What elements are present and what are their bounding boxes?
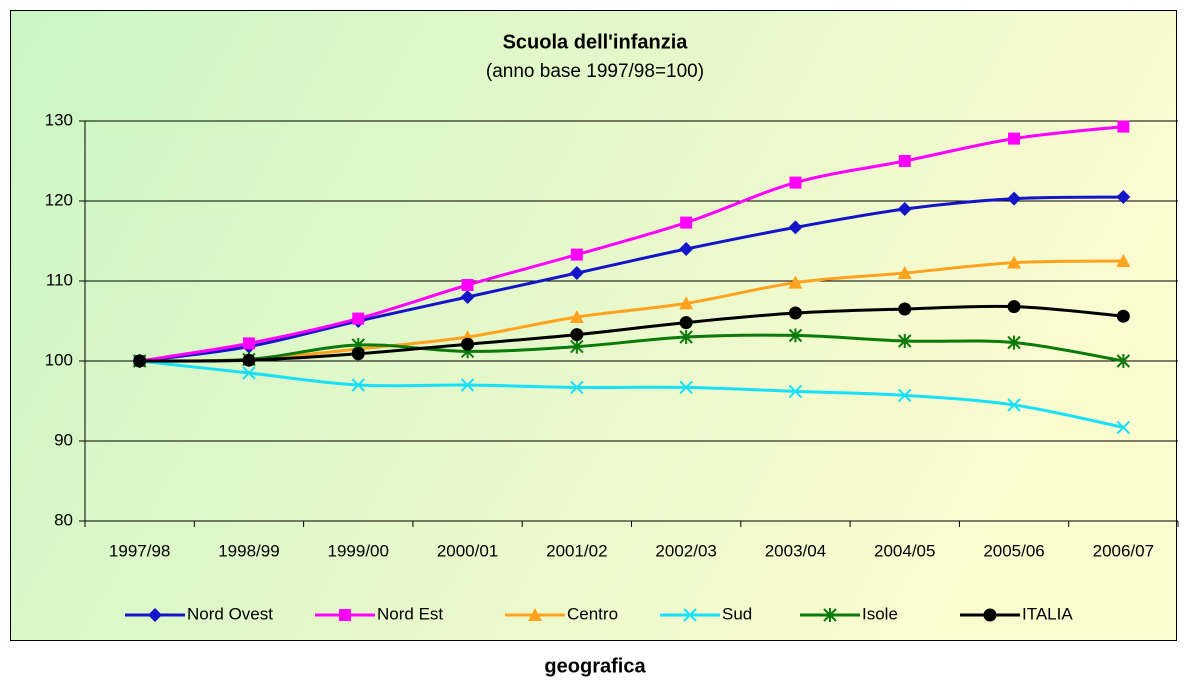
x-tick-label: 1997/98: [109, 541, 170, 560]
marker: [460, 378, 475, 392]
marker: [1116, 309, 1130, 323]
marker: [788, 328, 803, 343]
marker: [823, 608, 837, 622]
marker: [789, 176, 802, 189]
marker: [897, 266, 912, 279]
marker: [1007, 335, 1021, 350]
legend-label: Nord Est: [377, 604, 443, 623]
marker: [788, 384, 803, 399]
marker: [788, 275, 803, 289]
marker: [1117, 120, 1130, 133]
marker: [351, 378, 365, 392]
marker: [1007, 255, 1022, 269]
marker: [1007, 398, 1021, 412]
marker: [679, 380, 693, 395]
x-tick-label: 2006/07: [1093, 541, 1154, 560]
y-tick-label: 110: [46, 270, 73, 289]
marker: [898, 155, 911, 167]
marker: [679, 316, 693, 330]
marker: [898, 334, 912, 348]
x-tick-label: 2001/02: [546, 541, 607, 560]
marker: [679, 330, 693, 344]
legend-label: Centro: [567, 604, 618, 623]
x-tick-label: 2005/06: [983, 541, 1044, 560]
marker: [352, 312, 365, 325]
series-line: [139, 259, 1124, 363]
marker: [569, 310, 584, 323]
marker: [680, 216, 693, 229]
series-line: [139, 304, 1124, 363]
y-tick-label: 120: [45, 190, 73, 209]
marker: [569, 266, 584, 280]
marker: [570, 380, 584, 395]
marker: [148, 608, 162, 622]
y-tick-label: 90: [54, 430, 73, 449]
legend-label: Isole: [862, 604, 898, 623]
marker: [1007, 300, 1021, 314]
marker: [242, 366, 256, 380]
y-tick-label: 80: [54, 510, 73, 529]
marker: [898, 388, 912, 403]
marker: [1116, 254, 1131, 267]
marker: [461, 337, 475, 351]
marker: [1008, 132, 1021, 145]
marker: [679, 242, 694, 256]
y-tick-label: 100: [45, 350, 73, 369]
x-tick-label: 2000/01: [437, 541, 498, 560]
marker: [461, 279, 474, 291]
x-tick-label: 1999/00: [328, 541, 389, 560]
marker: [1116, 420, 1131, 435]
series-line: [139, 333, 1124, 363]
marker: [679, 296, 694, 310]
x-tick-label: 2003/04: [765, 541, 826, 560]
marker: [683, 608, 697, 622]
marker: [242, 337, 255, 350]
marker: [339, 609, 351, 621]
marker: [897, 202, 912, 216]
marker: [570, 339, 584, 354]
legend-label: ITALIA: [1022, 604, 1073, 623]
marker: [898, 302, 912, 316]
marker: [1116, 190, 1131, 204]
chart-subtitle: (anno base 1997/98=100): [486, 61, 704, 82]
series-line: [139, 125, 1124, 363]
marker: [788, 306, 802, 320]
marker: [242, 353, 256, 367]
y-tick-label: 130: [45, 110, 73, 129]
marker: [1116, 354, 1131, 368]
chart-title: Scuola dell'infanzia: [503, 31, 689, 53]
marker: [133, 354, 147, 368]
marker: [788, 220, 803, 235]
legend-label: Sud: [722, 604, 752, 623]
series-line: [139, 195, 1124, 363]
marker: [570, 248, 583, 261]
marker: [460, 290, 475, 304]
chart-frame: [10, 10, 1177, 641]
series-line: [139, 359, 1124, 429]
x-tick-label: 2002/03: [655, 541, 716, 560]
caption: geografica: [544, 655, 646, 677]
marker: [983, 608, 997, 622]
marker: [1007, 191, 1022, 206]
legend-label: Nord Ovest: [187, 604, 273, 623]
marker: [570, 328, 584, 342]
x-tick-label: 2004/05: [874, 541, 935, 560]
marker: [528, 608, 542, 621]
x-tick-label: 1998/99: [218, 541, 279, 560]
marker: [351, 347, 365, 361]
